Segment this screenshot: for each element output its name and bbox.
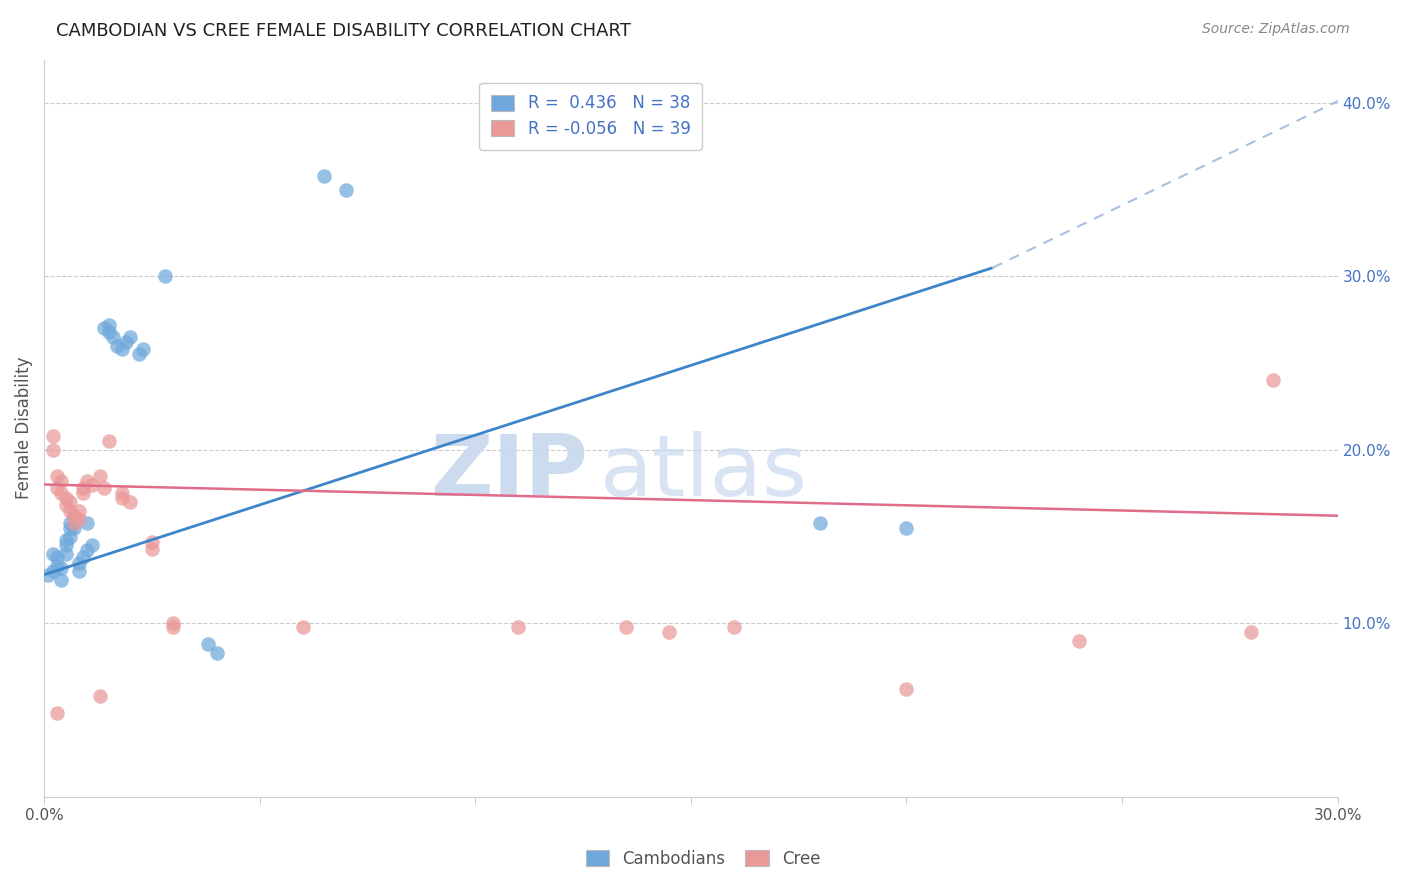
Point: [1240, 624, 1263, 639]
Point: [46, 706, 69, 721]
Point: [107, 339, 129, 353]
Point: [59, 495, 82, 509]
Point: [111, 491, 134, 506]
Y-axis label: Female Disability: Female Disability: [15, 357, 32, 500]
Point: [111, 343, 134, 357]
Point: [658, 624, 681, 639]
Point: [42, 547, 65, 561]
Point: [614, 620, 637, 634]
Point: [63, 508, 86, 523]
Point: [723, 620, 745, 634]
Point: [162, 620, 184, 634]
Point: [132, 343, 155, 357]
Point: [120, 495, 142, 509]
Point: [55, 538, 77, 552]
Point: [76, 474, 98, 488]
Point: [197, 637, 219, 651]
Point: [51, 573, 73, 587]
Point: [76, 543, 98, 558]
Point: [63, 521, 86, 535]
Point: [59, 521, 82, 535]
Legend: Cambodians, Cree: Cambodians, Cree: [579, 844, 827, 875]
Text: CAMBODIAN VS CREE FEMALE DISABILITY CORRELATION CHART: CAMBODIAN VS CREE FEMALE DISABILITY CORR…: [56, 22, 631, 40]
Point: [97, 325, 120, 339]
Point: [46, 550, 69, 565]
Point: [59, 503, 82, 517]
Point: [67, 503, 90, 517]
Point: [314, 169, 336, 183]
Point: [51, 486, 73, 500]
Point: [55, 498, 77, 512]
Point: [51, 560, 73, 574]
Point: [1067, 633, 1090, 648]
Point: [89, 468, 111, 483]
Point: [46, 468, 69, 483]
Point: [46, 559, 69, 574]
Point: [93, 481, 115, 495]
Point: [59, 516, 82, 530]
Point: [97, 434, 120, 449]
Point: [46, 481, 69, 495]
Point: [72, 481, 94, 495]
Point: [42, 564, 65, 578]
Point: [111, 486, 134, 500]
Text: ZIP: ZIP: [430, 431, 588, 514]
Legend: R =  0.436   N = 38, R = -0.056   N = 39: R = 0.436 N = 38, R = -0.056 N = 39: [479, 83, 702, 150]
Point: [1261, 374, 1284, 388]
Point: [93, 321, 115, 335]
Point: [89, 689, 111, 703]
Point: [63, 516, 86, 530]
Point: [141, 541, 163, 556]
Point: [76, 516, 98, 530]
Point: [55, 491, 77, 506]
Point: [67, 564, 90, 578]
Point: [153, 269, 176, 284]
Point: [291, 620, 314, 634]
Point: [59, 529, 82, 543]
Point: [101, 330, 124, 344]
Point: [80, 538, 103, 552]
Point: [67, 512, 90, 526]
Point: [55, 547, 77, 561]
Point: [67, 556, 90, 570]
Point: [162, 616, 184, 631]
Point: [37, 567, 59, 582]
Point: [63, 508, 86, 523]
Point: [97, 318, 120, 332]
Point: [72, 486, 94, 500]
Point: [335, 183, 357, 197]
Point: [141, 534, 163, 549]
Point: [896, 682, 918, 697]
Point: [508, 620, 530, 634]
Point: [205, 646, 228, 660]
Point: [120, 330, 142, 344]
Point: [42, 442, 65, 457]
Point: [80, 477, 103, 491]
Text: Source: ZipAtlas.com: Source: ZipAtlas.com: [1202, 22, 1350, 37]
Point: [128, 347, 150, 361]
Point: [42, 429, 65, 443]
Text: atlas: atlas: [600, 431, 808, 514]
Point: [808, 516, 831, 530]
Point: [115, 335, 138, 350]
Point: [72, 550, 94, 565]
Point: [896, 521, 918, 535]
Point: [55, 533, 77, 547]
Point: [51, 474, 73, 488]
